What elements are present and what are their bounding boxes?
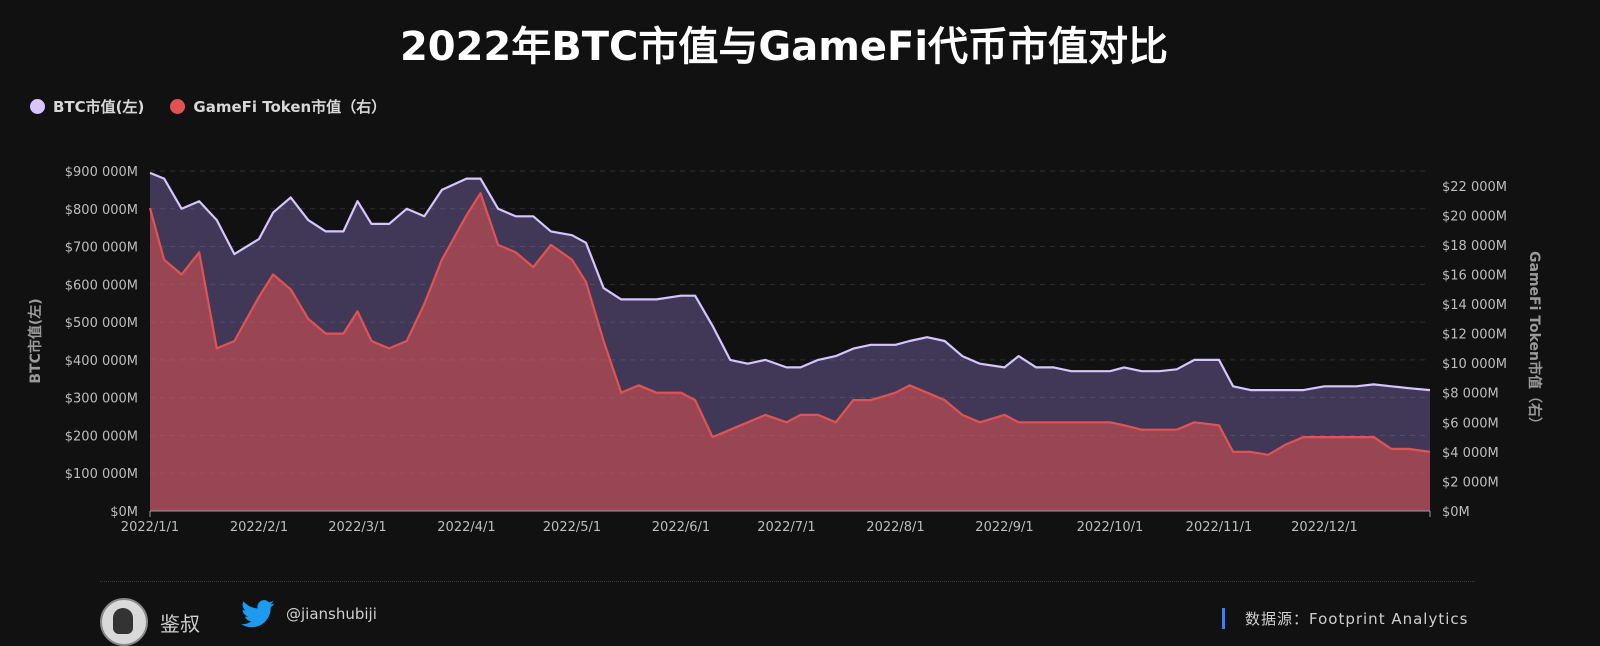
series-areas [148, 171, 1431, 511]
y-left-tick-label: $800 000M [65, 203, 138, 218]
twitter-block[interactable]: @jianshubiji [240, 600, 377, 628]
series-line-1 [148, 192, 1431, 456]
series-line-0 [149, 171, 1431, 392]
y-left-tick-label: $900 000M [65, 165, 138, 180]
footer-divider [100, 581, 1475, 582]
y-right-tick-label: $4 000M [1442, 446, 1499, 461]
y-left-tick-label: $0M [110, 505, 138, 520]
axes: $0M $100 000M $200 000M $300 000M $400 000M $… [65, 165, 1507, 535]
y-right-tick-label: $14 000M [1442, 298, 1507, 313]
series-area-1 [150, 193, 1430, 511]
legend-gamefi-label: GameFi Token市值（右） [193, 98, 387, 116]
data-source: 数据源：Footprint Analytics [1222, 608, 1468, 629]
legend: BTC市值(左) GameFi Token市值（右） [30, 96, 412, 117]
y-right-tick-label: $22 000M [1442, 180, 1507, 195]
y-right-tick-label: $2 000M [1442, 475, 1499, 490]
x-tick-label: 2022/11/1 [1186, 520, 1253, 535]
author-name: 鉴叔 [160, 611, 200, 636]
chart-title: 2022年BTC市值与GameFi代币市值对比 [399, 24, 1169, 70]
x-tick-label: 2022/12/1 [1291, 520, 1358, 535]
twitter-icon [241, 600, 275, 628]
y-right-tick-label: $16 000M [1442, 268, 1507, 283]
legend-item-gamefi[interactable]: GameFi Token市值（右） [170, 96, 386, 117]
twitter-handle: @jianshubiji [286, 605, 377, 623]
y-left-axis-title: BTC市值(左) [27, 298, 44, 383]
legend-gamefi-swatch [170, 99, 186, 114]
x-tick-label: 2022/4/1 [437, 520, 495, 535]
x-tick-label: 2022/10/1 [1077, 520, 1144, 535]
legend-item-btc[interactable]: BTC市值(左) [30, 96, 144, 117]
y-right-tick-label: $18 000M [1442, 239, 1507, 254]
y-right-tick-label: $6 000M [1442, 416, 1499, 431]
y-left-tick-label: $300 000M [65, 392, 138, 407]
x-tick-label: 2022/8/1 [866, 520, 924, 535]
author-block: 鉴叔 [100, 598, 200, 646]
y-right-tick-label: $8 000M [1442, 387, 1499, 402]
x-tick-label: 2022/7/1 [757, 520, 815, 535]
x-tick-label: 2022/9/1 [975, 520, 1033, 535]
x-tick-label: 2022/2/1 [230, 520, 288, 535]
y-left-tick-label: $500 000M [65, 316, 138, 331]
y-left-tick-label: $200 000M [65, 429, 138, 444]
x-tick-label: 2022/3/1 [328, 520, 386, 535]
y-right-tick-label: $12 000M [1442, 328, 1507, 343]
y-left-tick-label: $100 000M [65, 467, 138, 482]
y-left-tick-label: $700 000M [65, 241, 138, 256]
y-right-axis-title: GameFi Token市值（右） [1526, 251, 1543, 431]
y-left-tick-label: $600 000M [65, 278, 138, 293]
y-right-tick-label: $10 000M [1442, 357, 1507, 372]
y-right-tick-label: $20 000M [1442, 209, 1507, 224]
x-tick-label: 2022/5/1 [543, 520, 601, 535]
y-left-tick-label: $400 000M [65, 354, 138, 369]
author-avatar [100, 598, 148, 646]
y-right-tick-label: $0M [1442, 505, 1470, 520]
x-tick-label: 2022/1/1 [121, 520, 179, 535]
legend-btc-label: BTC市值(左) [53, 98, 145, 116]
x-tick-label: 2022/6/1 [652, 520, 710, 535]
legend-btc-swatch [30, 99, 45, 114]
